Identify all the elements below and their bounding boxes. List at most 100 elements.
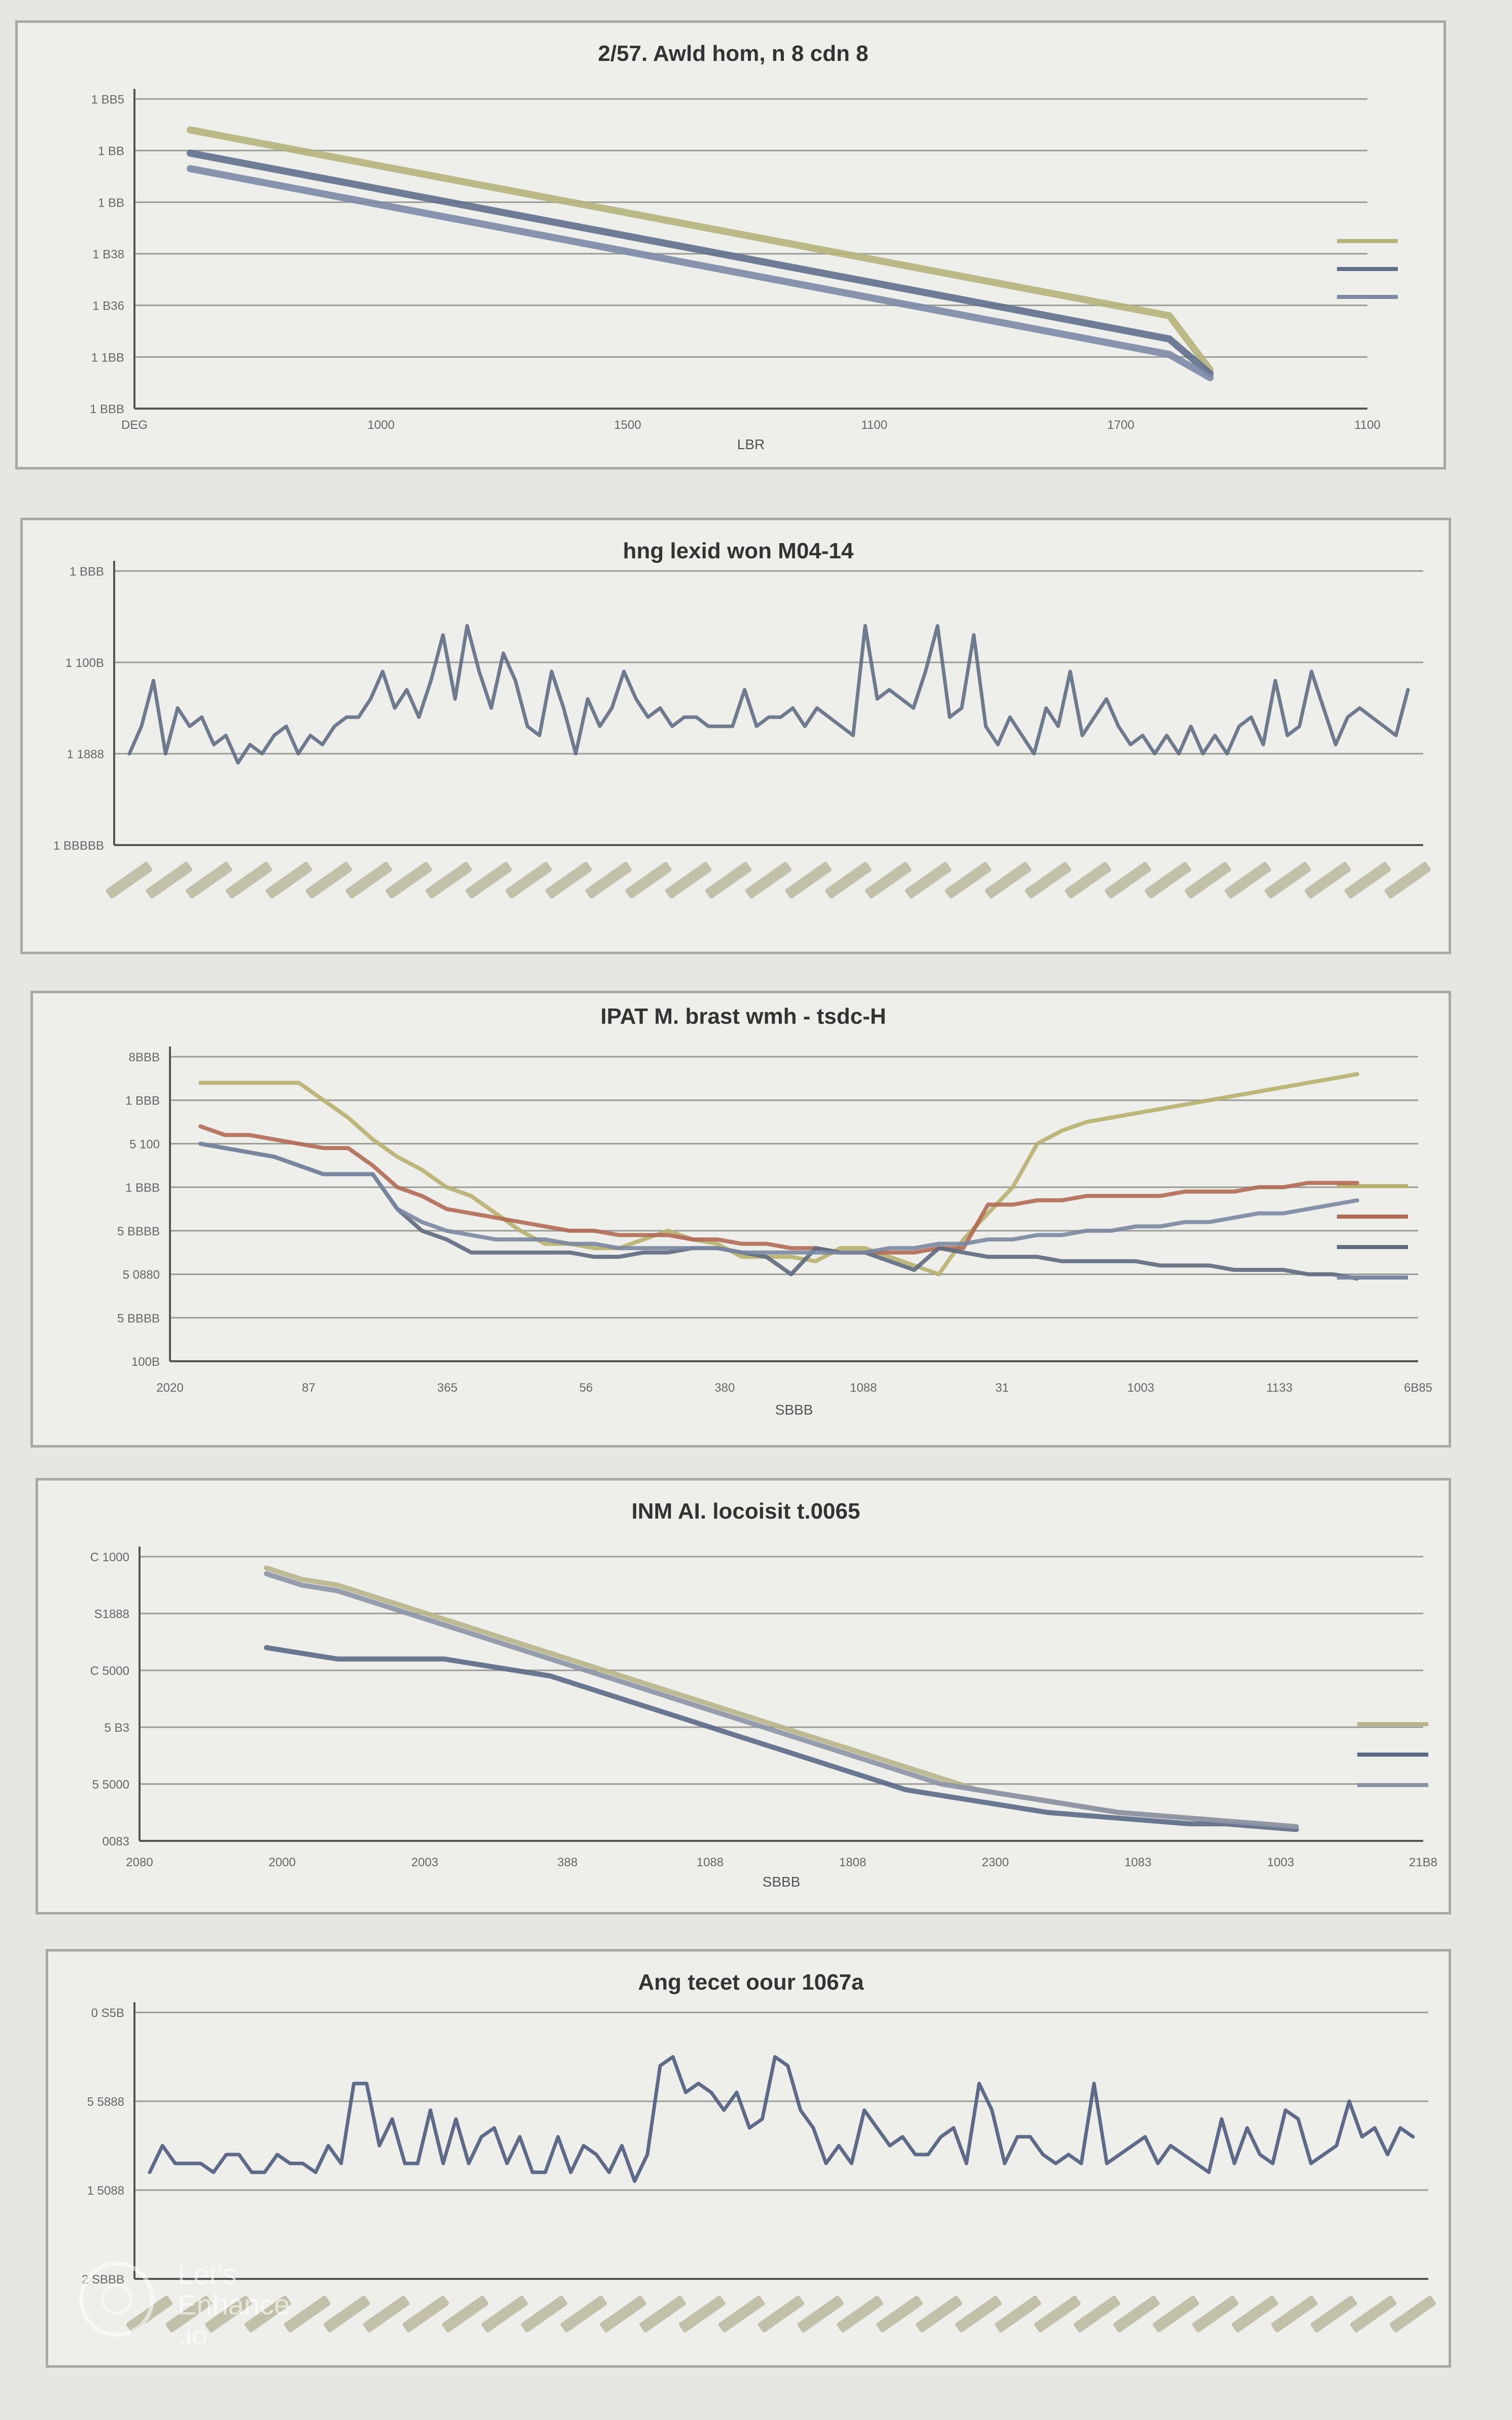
- x-tick-label: [1152, 2296, 1199, 2333]
- x-tick-label: [323, 2296, 370, 2333]
- x-tick-label: [1064, 862, 1112, 899]
- x-tick-label: 1003: [1267, 1856, 1294, 1869]
- y-tick-label: C 1000: [90, 1551, 129, 1564]
- x-tick-label: [955, 2296, 1002, 2333]
- series-line: [264, 1645, 1299, 1832]
- y-tick-label: S1888: [94, 1607, 129, 1621]
- x-tick-label: 1083: [1124, 1856, 1151, 1869]
- x-tick-label: [745, 862, 792, 899]
- chart-title: hng lexid won M04-14: [623, 539, 854, 563]
- x-tick-label: [1034, 2296, 1081, 2333]
- x-tick-label: 6B85: [1404, 1381, 1432, 1395]
- watermark-line2: Enhance: [178, 2289, 290, 2321]
- x-tick-label: [1264, 862, 1311, 899]
- x-tick-label: [106, 862, 153, 899]
- x-tick-label: [1389, 2296, 1436, 2333]
- series-line: [264, 1571, 1299, 1829]
- x-tick-label: [945, 862, 991, 899]
- x-tick-label: [705, 862, 752, 899]
- chart-title: INM AI. locoisit t.0065: [632, 1499, 861, 1524]
- series-line: [127, 624, 1410, 765]
- x-tick-label: [718, 2296, 765, 2333]
- x-axis-label: SBBB: [763, 1874, 801, 1890]
- y-tick-label: 1 BBB: [125, 1094, 160, 1108]
- x-tick-label: [465, 862, 512, 899]
- x-tick-label: [205, 2296, 252, 2333]
- chart-4: INM AI. locoisit t.0065 C 1000 S1888 C 5000…: [90, 1499, 1437, 1890]
- y-tick-label: 1 BB: [98, 196, 124, 210]
- chart-title: Ang tecet oour 1067a: [638, 1970, 864, 1995]
- x-tick-label: [385, 862, 432, 899]
- y-tick-label: 1 B38: [92, 248, 124, 261]
- series-line: [187, 149, 1214, 378]
- watermark-line3: .io: [178, 2319, 208, 2351]
- x-tick-label: 87: [302, 1381, 316, 1395]
- x-tick-label: 2080: [126, 1856, 153, 1869]
- chart-panel-2: hng lexid won M04-14 1 BBB 1 100B 1 1888 1 B…: [20, 518, 1451, 954]
- x-tick-label: [758, 2296, 805, 2333]
- y-tick-label: 5 5000: [92, 1778, 129, 1792]
- x-tick-label: [1192, 2296, 1239, 2333]
- x-tick-label: [1074, 2296, 1120, 2333]
- y-tick-label: 1 5088: [87, 2184, 124, 2198]
- watermark: Let's Enhance .io: [76, 2254, 330, 2355]
- x-tick-label: [521, 2296, 568, 2333]
- x-tick-label: [1231, 2296, 1278, 2333]
- x-tick-label: 21B8: [1409, 1856, 1437, 1869]
- chart-title: 2/57. Awld hom, n 8 cdn 8: [598, 41, 868, 66]
- chart-title: IPAT M. brast wmh - tsdc-H: [600, 1004, 886, 1029]
- y-tick-label: 5 100: [129, 1137, 160, 1151]
- y-tick-label: 1 BB: [98, 145, 124, 158]
- x-tick-label: [346, 862, 392, 899]
- y-tick-label: C 5000: [90, 1664, 129, 1678]
- x-tick-label: 2020: [156, 1381, 183, 1395]
- x-tick-label: [837, 2296, 883, 2333]
- x-tick-label: [146, 862, 192, 899]
- series-line: [198, 1124, 1359, 1255]
- y-tick-label: 5 B3: [105, 1721, 129, 1735]
- x-tick-label: [679, 2296, 726, 2333]
- x-tick-label: [1304, 862, 1351, 899]
- x-tick-label: [560, 2296, 607, 2333]
- series-line: [198, 1141, 1359, 1255]
- x-tick-label: [994, 2296, 1041, 2333]
- x-tick-label: [425, 862, 472, 899]
- x-tick-label: [1184, 862, 1231, 899]
- x-tick-label: [785, 862, 832, 899]
- series-line: [198, 1072, 1359, 1276]
- y-tick-label: 1 BBB: [125, 1181, 160, 1195]
- x-tick-label: [865, 862, 912, 899]
- y-tick-label: 1 1888: [67, 748, 104, 761]
- x-tick-label: [639, 2296, 686, 2333]
- x-tick-label: 2000: [268, 1856, 295, 1869]
- x-tick-label: [402, 2296, 449, 2333]
- y-tick-label: 0 S5B: [91, 2006, 124, 2020]
- x-tick-label: 1088: [850, 1381, 877, 1395]
- chart-panel-4: INM AI. locoisit t.0065 C 1000 S1888 C 5000…: [36, 1478, 1451, 1914]
- x-tick-label: [442, 2296, 489, 2333]
- x-tick-label: 2003: [411, 1856, 438, 1869]
- x-axis-label: LBR: [737, 436, 765, 452]
- x-tick-label: 1003: [1127, 1381, 1154, 1395]
- y-tick-label: 1 BBB: [90, 402, 124, 416]
- x-tick-label: [245, 2296, 291, 2333]
- y-tick-label: 1 1BB: [91, 351, 124, 364]
- x-tick-label: [876, 2296, 923, 2333]
- x-tick-label: [363, 2296, 409, 2333]
- y-tick-label: 5 5888: [87, 2095, 124, 2109]
- x-tick-label: [825, 862, 872, 899]
- x-tick-label: 2300: [982, 1856, 1009, 1869]
- y-tick-label: 1 100B: [65, 656, 104, 670]
- x-tick-label: 1088: [697, 1856, 724, 1869]
- x-tick-label: 388: [557, 1856, 577, 1869]
- x-tick-label: 31: [995, 1381, 1009, 1395]
- x-tick-label: [665, 862, 712, 899]
- x-tick-label: 1133: [1266, 1381, 1293, 1395]
- x-tick-label: [284, 2296, 331, 2333]
- x-tick-label: [1105, 862, 1151, 899]
- chart-3: IPAT M. brast wmh - tsdc-H 8BBB 1 BBB 5 100…: [117, 1004, 1432, 1418]
- chart-1: 2/57. Awld hom, n 8 cdn 8 1 BB5 1 BB 1 BB 1 …: [90, 41, 1398, 452]
- x-tick-label: DEG: [121, 418, 148, 432]
- x-tick-label: 1700: [1107, 418, 1134, 432]
